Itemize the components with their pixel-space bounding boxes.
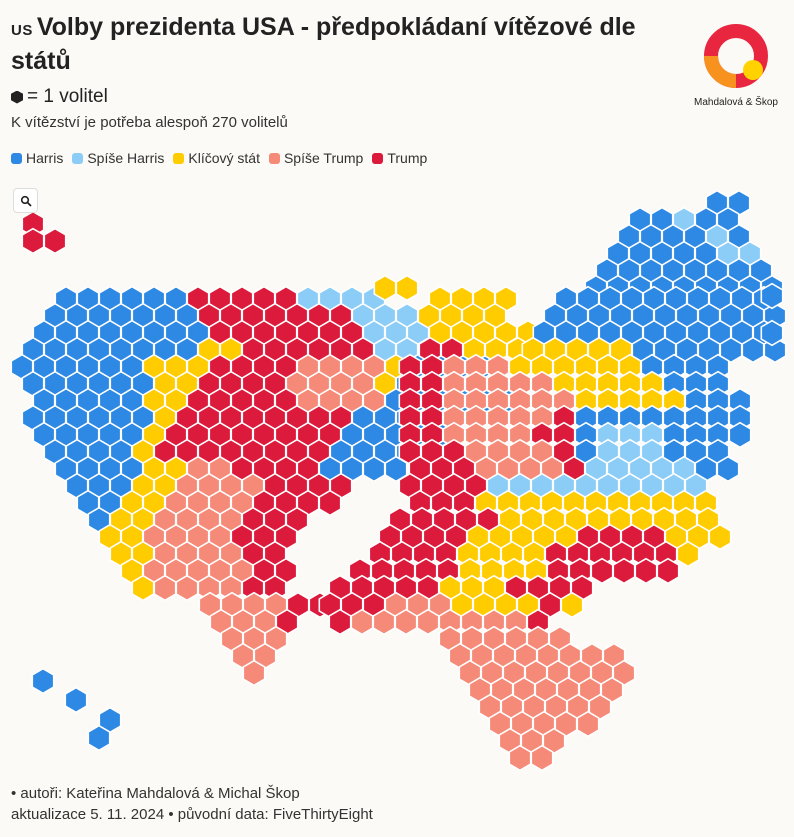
electoral-vote-hex: [716, 455, 740, 483]
electoral-vote-hex: [350, 608, 374, 636]
logo-text: Mahdalová & Škop: [694, 97, 778, 108]
page-title: US Volby prezidenta USA - předpokládaní v…: [11, 12, 691, 76]
electoral-vote-hex: [416, 608, 440, 636]
electoral-vote-hex: [64, 686, 88, 714]
electoral-vote-hex: [508, 744, 532, 772]
electoral-vote-hex: [590, 557, 614, 585]
logo: Mahdalová & Škop: [690, 22, 782, 108]
legend-swatch: [268, 152, 280, 164]
logo-mark-icon: [704, 24, 768, 88]
hexagon-icon: [11, 90, 23, 104]
electoral-vote-hex: [600, 676, 624, 704]
electoral-vote-hex: [175, 574, 199, 602]
electoral-vote-hex: [328, 608, 352, 636]
legend-label: Harris: [26, 150, 64, 166]
electoral-vote-hex: [656, 557, 680, 585]
electoral-vote-hex: [560, 591, 584, 619]
flag-label: US: [11, 22, 33, 39]
subtitle: K vítězství je potřeba alespoň 270 volit…: [11, 114, 288, 131]
electoral-vote-hex: [530, 744, 554, 772]
legend-item-lean-harris: Spíše Harris: [72, 150, 164, 166]
zoom-button[interactable]: [13, 188, 38, 213]
title-text: Volby prezidenta USA - předpokládaní vít…: [11, 13, 636, 75]
electoral-vote-hex: [31, 667, 55, 695]
authors-credit: • autoři: Kateřina Mahdalová & Michal Šk…: [11, 785, 300, 802]
electoral-vote-hex: [87, 724, 111, 752]
legend-swatch: [173, 152, 185, 164]
electoral-vote-hex: [394, 608, 418, 636]
footer: • autoři: Kateřina Mahdalová & Michal Šk…: [11, 783, 373, 825]
legend-item-trump: Trump: [372, 150, 427, 166]
electoral-vote-hex: [676, 540, 700, 568]
legend-label: Klíčový stát: [188, 150, 260, 166]
electoral-vote-hex: [542, 727, 566, 755]
electoral-vote-hex: [708, 523, 732, 551]
legend-swatch: [11, 152, 22, 164]
electoral-vote-hex: [21, 227, 45, 255]
legend-label: Spíše Harris: [87, 150, 165, 166]
unit-text: = 1 volitel: [27, 86, 108, 107]
electoral-vote-hex: [760, 319, 784, 347]
legend-label: Trump: [387, 150, 428, 166]
header: US Volby prezidenta USA - předpokládaní v…: [11, 12, 691, 131]
electoral-vote-hex: [242, 659, 266, 687]
legend-item-harris: Harris: [11, 150, 63, 166]
legend-item-lean-trump: Spíše Trump: [268, 150, 364, 166]
electoral-vote-hex: [372, 608, 396, 636]
legend-swatch: [372, 152, 384, 164]
unit-explanation: = 1 volitel: [11, 86, 691, 108]
electoral-vote-hex: [43, 227, 67, 255]
magnifier-icon: [20, 195, 32, 207]
electoral-vote-hex: [612, 659, 636, 687]
electoral-vote-hex: [588, 693, 612, 721]
electoral-vote-hex: [362, 455, 386, 483]
legend: Harris Spíše Harris Klíčový stát Spíše T…: [11, 150, 427, 166]
electoral-vote-hex: [373, 274, 397, 302]
electoral-vote-hex: [612, 557, 636, 585]
legend-item-swing: Klíčový stát: [173, 150, 260, 166]
electoral-vote-hex: [153, 574, 177, 602]
legend-swatch: [72, 152, 84, 164]
electoral-vote-hex: [395, 274, 419, 302]
electoral-vote-hex: [741, 336, 765, 364]
electoral-vote-hex: [728, 421, 752, 449]
electoral-vote-hex: [131, 574, 155, 602]
electoral-vote-hex: [576, 710, 600, 738]
legend-label: Spíše Trump: [283, 150, 364, 166]
electoral-vote-hex: [760, 282, 784, 310]
electoral-vote-hex: [318, 489, 342, 517]
electoral-vote-hex: [634, 557, 658, 585]
update-source: aktualizace 5. 11. 2024 • původní data: …: [11, 806, 373, 823]
